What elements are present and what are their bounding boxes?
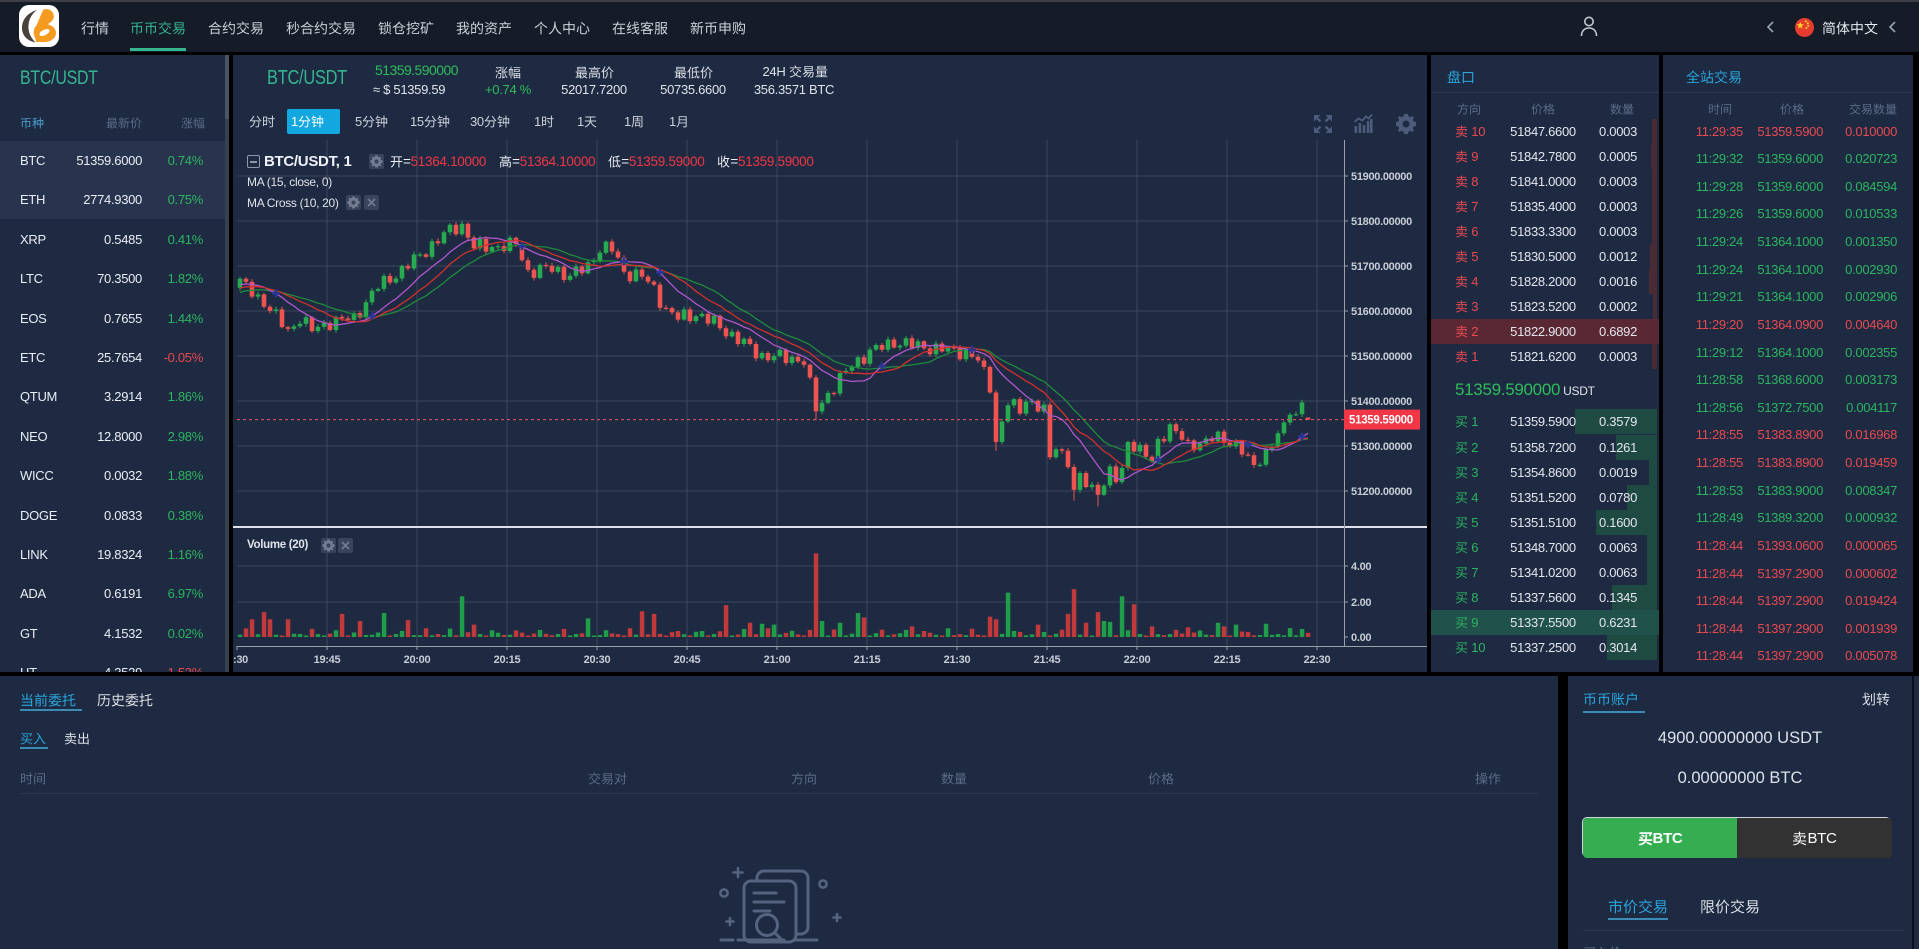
svg-text:51300.00000: 51300.00000 (1351, 441, 1412, 453)
svg-text:22:30: 22:30 (1304, 654, 1331, 666)
svg-text:19:45: 19:45 (314, 654, 341, 666)
svg-text:4.00: 4.00 (1351, 561, 1371, 573)
svg-text:51400.00000: 51400.00000 (1351, 396, 1412, 408)
svg-text:21:00: 21:00 (764, 654, 791, 666)
svg-text:2.00: 2.00 (1351, 597, 1371, 609)
svg-text:22:15: 22:15 (1214, 654, 1241, 666)
svg-text::30: :30 (233, 654, 248, 666)
svg-text:20:00: 20:00 (404, 654, 431, 666)
svg-text:51900.00000: 51900.00000 (1351, 171, 1412, 183)
svg-text:51700.00000: 51700.00000 (1351, 261, 1412, 273)
svg-text:20:30: 20:30 (584, 654, 611, 666)
svg-text:21:30: 21:30 (944, 654, 971, 666)
svg-text:51200.00000: 51200.00000 (1351, 486, 1412, 498)
svg-text:21:45: 21:45 (1034, 654, 1061, 666)
svg-text:0.00: 0.00 (1351, 632, 1371, 644)
svg-text:51500.00000: 51500.00000 (1351, 351, 1412, 363)
svg-text:22:00: 22:00 (1124, 654, 1151, 666)
svg-text:21:15: 21:15 (854, 654, 881, 666)
svg-text:20:15: 20:15 (494, 654, 521, 666)
svg-text:20:45: 20:45 (674, 654, 701, 666)
svg-text:51800.00000: 51800.00000 (1351, 216, 1412, 228)
svg-text:51359.59000: 51359.59000 (1349, 415, 1413, 427)
svg-text:51600.00000: 51600.00000 (1351, 306, 1412, 318)
